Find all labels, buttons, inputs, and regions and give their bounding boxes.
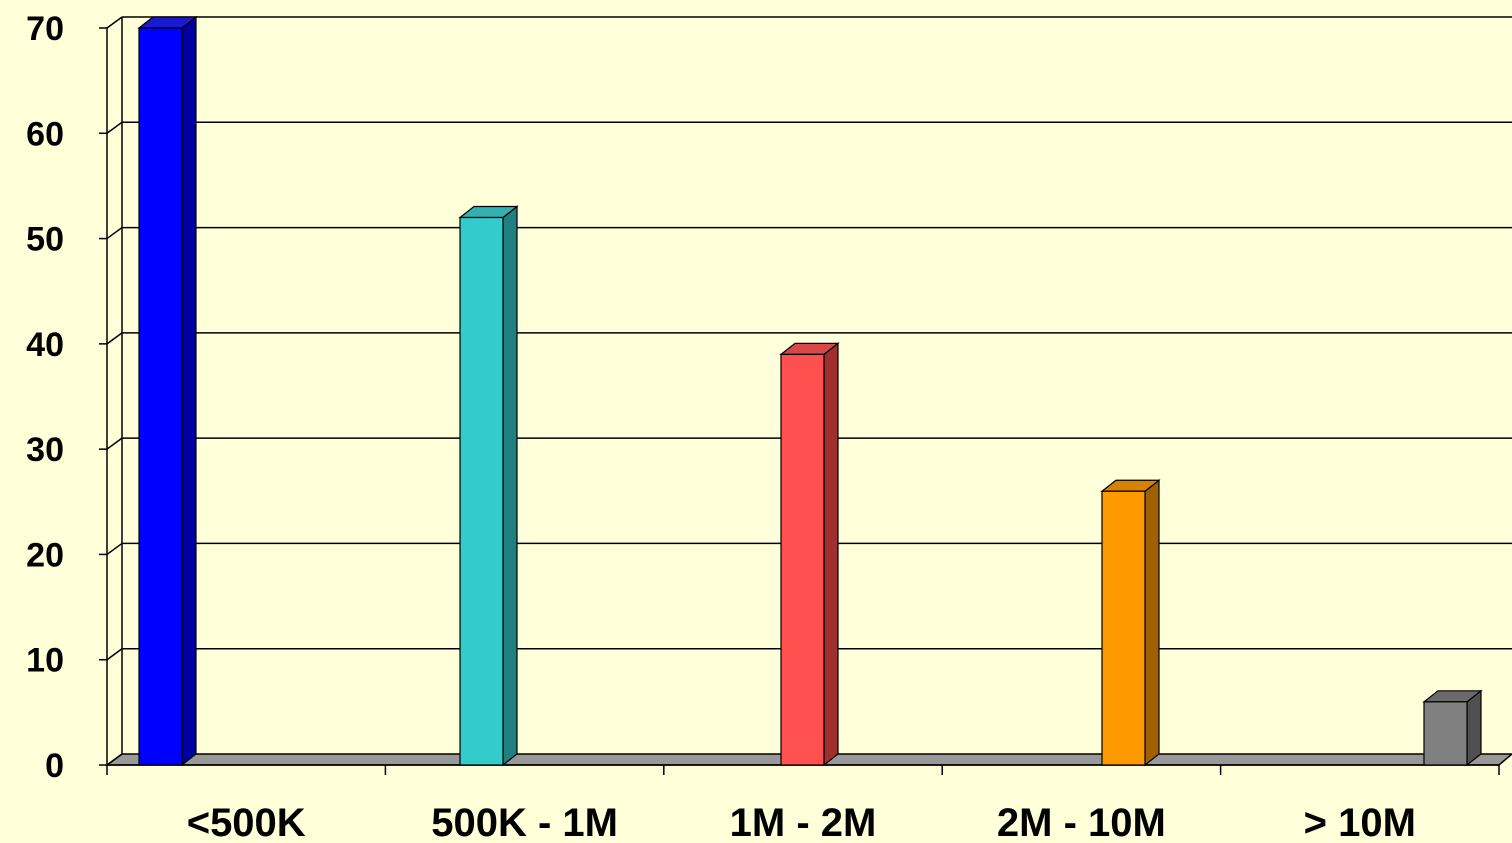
x-tick-label: 1M - 2M bbox=[730, 801, 877, 843]
y-tick-label: 0 bbox=[45, 747, 64, 785]
y-tick-label: 20 bbox=[26, 536, 64, 574]
gridline-side bbox=[106, 437, 123, 450]
x-tick-label: 2M - 10M bbox=[997, 801, 1166, 843]
bar bbox=[1100, 479, 1161, 767]
y-tick-label: 50 bbox=[26, 221, 64, 259]
bar-side bbox=[502, 205, 518, 767]
y-tick-label: 70 bbox=[26, 10, 64, 48]
y-tick-label: 40 bbox=[26, 326, 64, 364]
bar-side bbox=[181, 15, 197, 767]
bar-side bbox=[823, 342, 839, 767]
gridline-side bbox=[106, 753, 123, 766]
gridline-side bbox=[106, 648, 123, 661]
x-tick-label: > 10M bbox=[1304, 801, 1416, 843]
bar-side bbox=[1466, 689, 1482, 767]
bar bbox=[1422, 689, 1483, 767]
y-tick-labels: 0 10 20 30 40 50 60 70 bbox=[26, 10, 64, 785]
gridline-side bbox=[106, 226, 123, 240]
x-tick-label: <500K bbox=[187, 801, 306, 843]
bar-side bbox=[1144, 479, 1160, 767]
gridline-side bbox=[106, 121, 123, 134]
bar bbox=[458, 205, 519, 767]
bar-front bbox=[1101, 490, 1146, 766]
bar bbox=[137, 15, 198, 767]
gridline-side bbox=[106, 16, 123, 29]
bar bbox=[779, 342, 840, 767]
bars bbox=[137, 15, 1483, 767]
bar-front bbox=[138, 27, 183, 766]
gridline-side bbox=[106, 332, 123, 345]
y-tick-label: 10 bbox=[26, 642, 64, 680]
x-tick-label: 500K - 1M bbox=[431, 801, 618, 843]
y-tick-label: 30 bbox=[26, 431, 64, 469]
y-tick-label: 60 bbox=[26, 115, 64, 153]
bar-front bbox=[459, 216, 504, 766]
gridline-side bbox=[106, 542, 123, 556]
bar-front bbox=[1423, 701, 1468, 766]
bar-front bbox=[780, 353, 825, 766]
x-tick-labels: <500K 500K - 1M 1M - 2M 2M - 10M > 10M bbox=[187, 801, 1416, 843]
